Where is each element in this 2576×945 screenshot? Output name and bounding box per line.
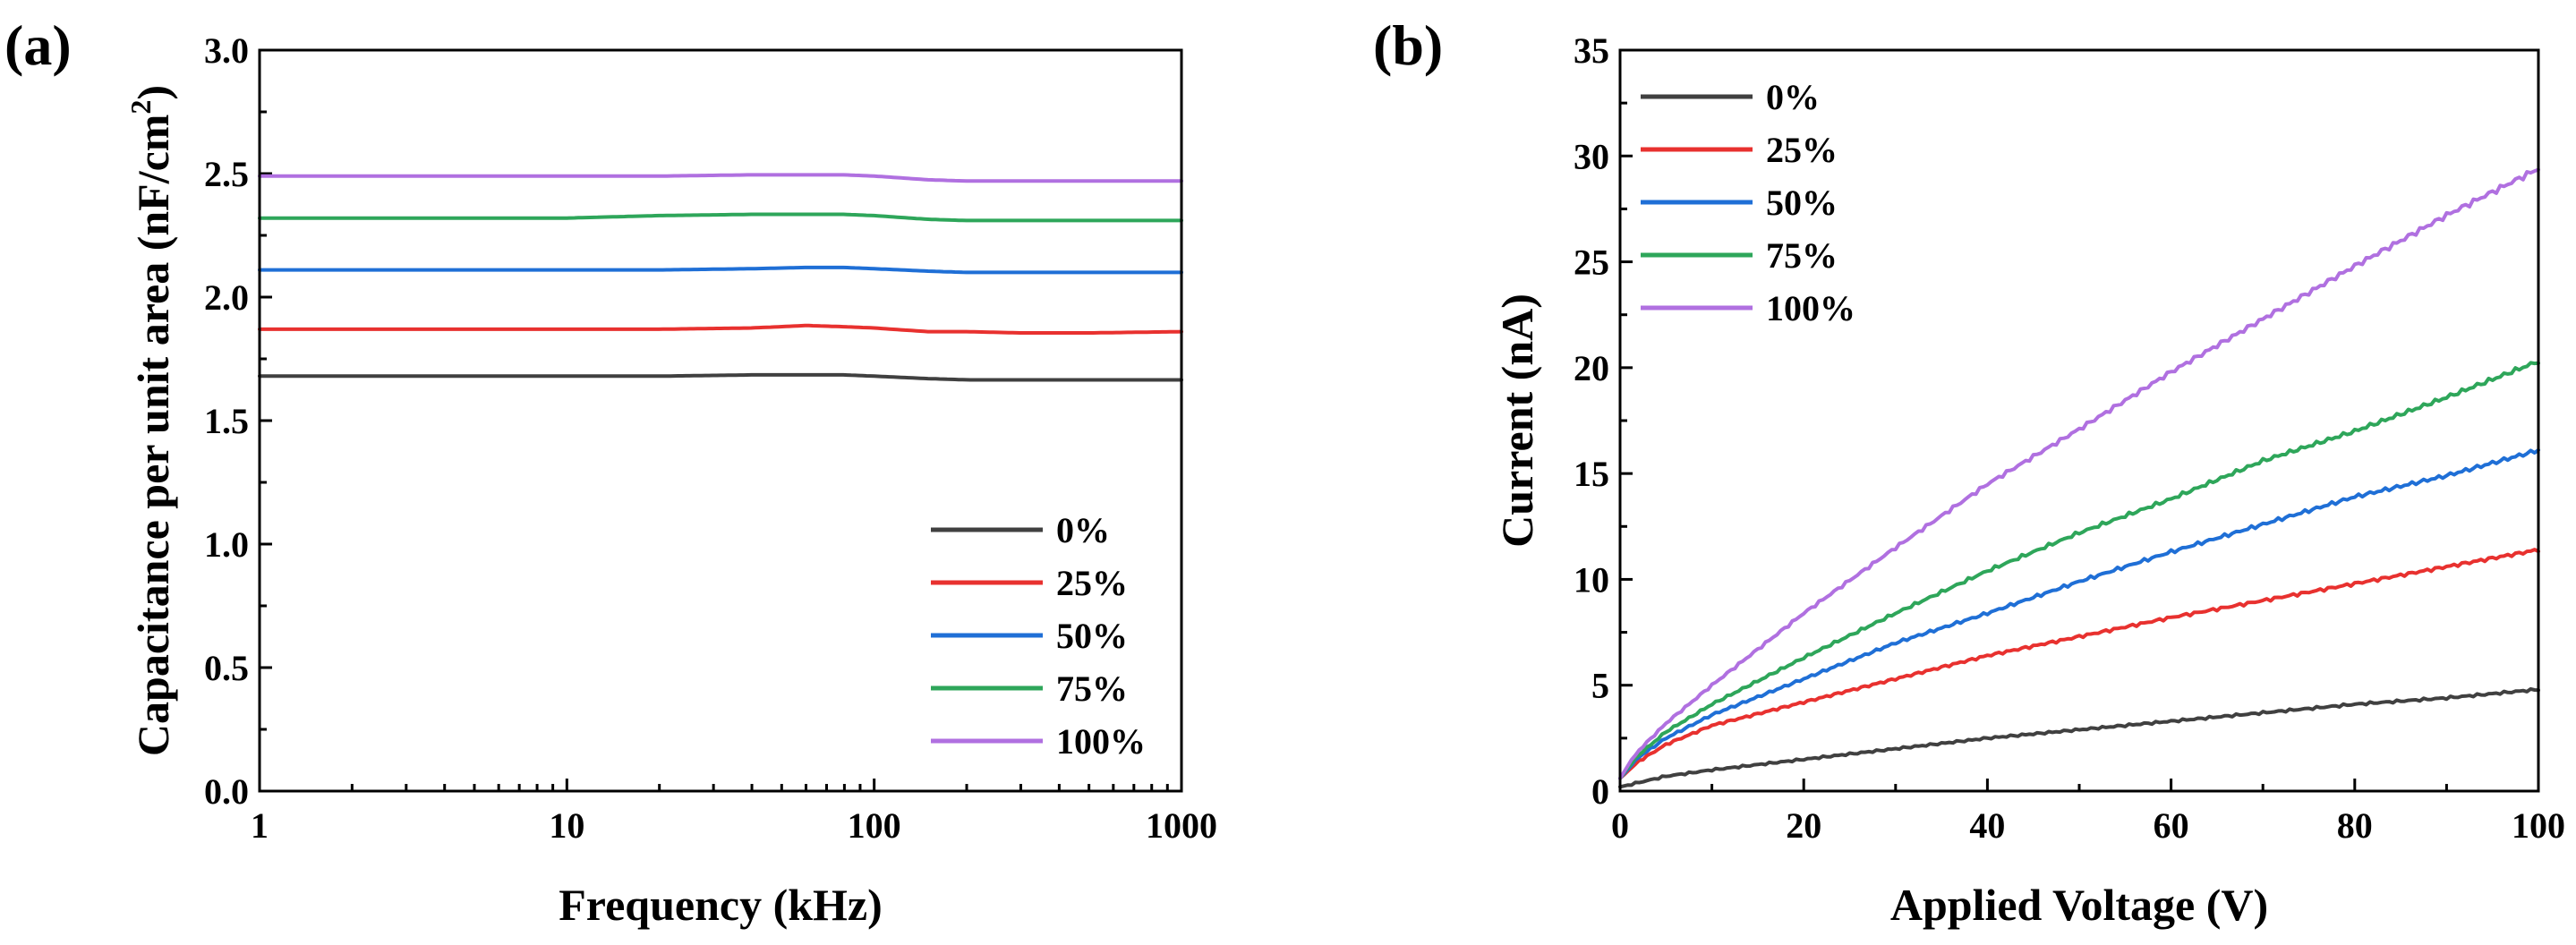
panel-a-ylabel-superscript: 2 bbox=[124, 100, 157, 115]
panel-a-y-tick-label: 2.0 bbox=[204, 277, 249, 318]
panel-b-y-tick-label: 15 bbox=[1574, 454, 1609, 494]
panel-b-label: (b) bbox=[1373, 13, 1443, 77]
panel-b-legend-label: 25% bbox=[1766, 130, 1838, 170]
panel-a-xlabel: Frequency (kHz) bbox=[559, 880, 883, 930]
panel-a-x-tick-label: 1000 bbox=[1146, 805, 1217, 846]
panel-a-y-tick-label: 1.5 bbox=[204, 401, 249, 441]
panel-b-legend-label: 50% bbox=[1766, 183, 1838, 223]
panel-a-legend-label: 75% bbox=[1056, 668, 1128, 709]
panel-b-series bbox=[1618, 167, 2540, 789]
panel-b-y-tick-label: 35 bbox=[1574, 30, 1609, 71]
panel-b-y-tick-label: 5 bbox=[1591, 666, 1609, 706]
panel-b-series-line bbox=[1618, 361, 2540, 780]
panel-a-ylabel-main: Capacitance per unit area (nF/cm bbox=[128, 115, 178, 757]
panel-b: (b) 0 20 40 60 80 100 0 5 10 15 20 25 30 35 Applied V… bbox=[1373, 13, 2565, 930]
panel-b-legend: 0% 25% 50% 75% 100% bbox=[1641, 77, 1855, 328]
panel-b-axes-frame bbox=[1618, 48, 2540, 793]
panel-a-series-line bbox=[258, 173, 1183, 183]
panel-b-x-tick-label: 80 bbox=[2337, 805, 2373, 846]
panel-a-legend-label: 100% bbox=[1056, 721, 1146, 762]
panel-b-y-tick-label: 30 bbox=[1574, 136, 1609, 176]
panel-b-series-line bbox=[1618, 447, 2540, 780]
panel-b-series-line bbox=[1618, 548, 2540, 780]
panel-b-xlabel: Applied Voltage (V) bbox=[1890, 880, 2268, 930]
panel-b-x-tick-label: 60 bbox=[2154, 805, 2189, 846]
panel-a-x-tick-label: 10 bbox=[549, 805, 584, 846]
panel-a-y-tick-label: 1.0 bbox=[204, 524, 249, 565]
panel-b-y-tick-label: 10 bbox=[1574, 559, 1609, 600]
panel-a-axes-frame bbox=[258, 48, 1183, 793]
panel-b-x-tick-label: 20 bbox=[1786, 805, 1821, 846]
panel-b-ylabel: Current (nA) bbox=[1492, 294, 1542, 548]
panel-a-legend-label: 50% bbox=[1056, 616, 1128, 656]
panel-a-ylabel-close: ) bbox=[128, 85, 178, 100]
panel-a-series bbox=[258, 173, 1183, 382]
panel-b-y-tick-label: 25 bbox=[1574, 243, 1609, 283]
panel-b-series-line bbox=[1618, 167, 2540, 780]
panel-a-ylabel: Capacitance per unit area (nF/cm2) bbox=[124, 85, 178, 756]
panel-b-x-tick-label: 40 bbox=[1969, 805, 2005, 846]
panel-a-legend-label: 25% bbox=[1056, 563, 1128, 603]
panel-b-series-line bbox=[1618, 686, 2540, 789]
panel-b-y-tick-label: 0 bbox=[1591, 771, 1609, 812]
panel-a-legend-label: 0% bbox=[1056, 510, 1110, 550]
panel-a-x-tick-label: 1 bbox=[251, 805, 269, 846]
panel-a-label: (a) bbox=[4, 13, 72, 77]
panel-a-series-line bbox=[258, 212, 1183, 223]
panel-b-y-tick-label: 20 bbox=[1574, 348, 1609, 388]
panel-b-legend-label: 75% bbox=[1766, 235, 1838, 276]
panel-b-legend-label: 100% bbox=[1766, 288, 1855, 328]
panel-a-series-line bbox=[258, 265, 1183, 275]
panel-a: (a) 1 10 100 1000 0.0 0.5 1.0 1.5 2.0 2.5 3.0 Freq… bbox=[4, 13, 1217, 930]
panel-b-x-tick-label: 0 bbox=[1611, 805, 1629, 846]
panel-b-legend-label: 0% bbox=[1766, 77, 1820, 117]
panel-a-ticks: 1 10 100 1000 0.0 0.5 1.0 1.5 2.0 2.5 3.0 bbox=[204, 30, 1217, 846]
panel-a-x-tick-label: 100 bbox=[848, 805, 901, 846]
panel-a-series-line bbox=[258, 323, 1183, 335]
panel-a-series-line bbox=[258, 372, 1183, 382]
panel-a-legend: 0% 25% 50% 75% 100% bbox=[931, 510, 1146, 762]
panel-b-x-tick-label: 100 bbox=[2512, 805, 2565, 846]
panel-a-y-tick-label: 2.5 bbox=[204, 154, 249, 194]
panel-a-y-tick-label: 0.0 bbox=[204, 771, 249, 812]
panel-a-y-tick-label: 0.5 bbox=[204, 648, 249, 688]
panel-a-y-tick-label: 3.0 bbox=[204, 30, 249, 71]
